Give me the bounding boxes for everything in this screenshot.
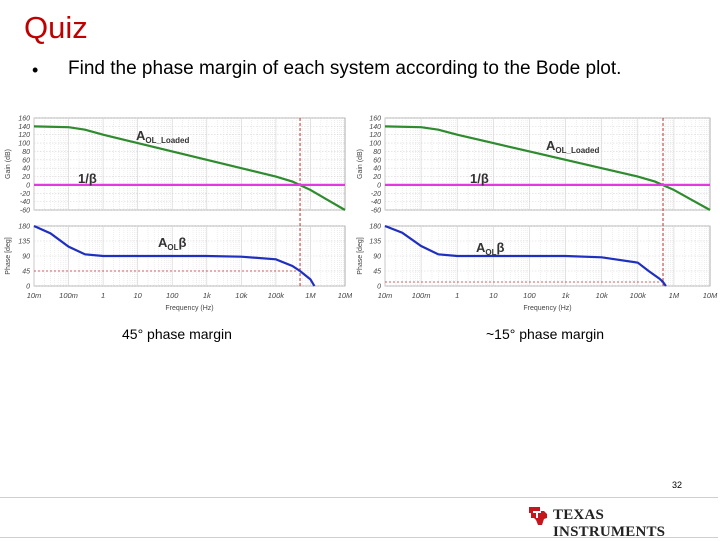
gain-plot-frame [384, 117, 711, 211]
gain-tick-label: 0 [377, 182, 381, 189]
gain-tick-label: -40 [371, 199, 381, 206]
aol-beta-label: AOLβ [476, 240, 505, 257]
phase-tick-label: 90 [373, 254, 381, 261]
phase-tick-label: 180 [369, 224, 381, 231]
gain-tick-label: 80 [22, 149, 30, 156]
gain-tick-label: -20 [371, 191, 381, 198]
x-tick-label: 100 [166, 291, 179, 300]
x-tick-label: 1 [101, 291, 105, 300]
gain-tick-label: 160 [18, 116, 30, 123]
inverse-beta-label: 1/β [470, 171, 489, 186]
gain-tick-label: 120 [369, 132, 381, 139]
ti-logo-text: Texas Instruments [553, 507, 666, 540]
aol-loaded-label: AOL_Loaded [546, 138, 600, 155]
x-axis-label: Frequency (Hz) [165, 305, 213, 312]
phase-tick-label: 180 [18, 224, 30, 231]
gain-tick-label: 20 [21, 174, 30, 181]
bullet-marker: • [32, 60, 39, 80]
gain-tick-label: 140 [369, 124, 381, 131]
x-tick-label: 10m [27, 291, 42, 300]
gain-tick-label: -60 [20, 208, 30, 215]
x-tick-label: 100m [412, 291, 431, 300]
x-tick-label: 1 [455, 291, 459, 300]
gain-tick-label: 60 [22, 157, 30, 164]
x-tick-label: 10m [378, 291, 393, 300]
gain-tick-label: 120 [18, 132, 30, 139]
gain-tick-label: 80 [373, 149, 381, 156]
gain-plot-frame [33, 117, 346, 211]
slide-title: Quiz [24, 10, 88, 45]
aol-loaded-curve [384, 125, 711, 211]
gain-tick-label: 100 [18, 141, 30, 148]
inverse-beta-label: 1/β [78, 171, 97, 186]
gain-tick-label: 40 [22, 166, 30, 173]
bode-plot-left: 160140120100806040200-20-40-601801359045… [5, 116, 352, 313]
x-tick-label: 1M [669, 291, 680, 300]
phase-tick-label: 45 [22, 269, 30, 276]
x-tick-label: 100m [59, 291, 78, 300]
gain-tick-label: 60 [373, 157, 381, 164]
gain-tick-label: -40 [20, 199, 30, 206]
footer-bar [0, 497, 718, 538]
gain-tick-label: 0 [26, 182, 30, 189]
x-axis-label: Frequency (Hz) [523, 305, 571, 312]
aol-beta-curve [384, 224, 667, 287]
x-tick-label: 10k [235, 291, 248, 300]
gain-axis-label: Gain (dB) [5, 149, 12, 179]
gain-tick-label: 100 [369, 141, 381, 148]
phase-tick-label: 0 [377, 284, 381, 291]
phase-axis-label: Phase [deg] [357, 237, 364, 274]
phase-tick-label: 135 [18, 239, 30, 246]
x-tick-label: 10 [489, 291, 498, 300]
gain-tick-label: -60 [371, 208, 381, 215]
gain-axis-label: Gain (dB) [357, 149, 364, 179]
phase-tick-label: 90 [22, 254, 30, 261]
x-tick-label: 1k [203, 291, 212, 300]
quiz-question: Find the phase margin of each system acc… [68, 58, 622, 79]
x-tick-label: 10k [596, 291, 609, 300]
gain-tick-label: 40 [373, 166, 381, 173]
aol-loaded-curve [33, 125, 346, 211]
x-tick-label: 1M [305, 291, 316, 300]
aol-beta-label: AOLβ [158, 235, 187, 252]
x-tick-label: 10 [133, 291, 142, 300]
caption-left: 45° phase margin [122, 326, 232, 342]
gain-tick-label: 140 [18, 124, 30, 131]
x-tick-label: 10M [338, 291, 352, 300]
bode-plot-right: 160140120100806040200-20-40-601801359045… [357, 116, 718, 313]
caption-right: ~15° phase margin [486, 326, 605, 342]
ti-logo-icon [529, 507, 547, 525]
aol-loaded-label: AOL_Loaded [136, 128, 190, 145]
x-tick-label: 1k [562, 291, 571, 300]
x-tick-label: 100k [630, 291, 648, 300]
gain-tick-label: -20 [20, 191, 30, 198]
page-number: 32 [672, 480, 683, 490]
phase-axis-label: Phase [deg] [5, 237, 12, 274]
phase-tick-label: 0 [26, 284, 30, 291]
x-tick-label: 10M [703, 291, 718, 300]
phase-tick-label: 45 [373, 269, 381, 276]
phase-tick-label: 135 [369, 239, 381, 246]
aol-beta-curve [33, 224, 316, 287]
gain-tick-label: 20 [372, 174, 381, 181]
x-tick-label: 100k [268, 291, 286, 300]
gain-tick-label: 160 [369, 116, 381, 123]
x-tick-label: 100 [523, 291, 536, 300]
